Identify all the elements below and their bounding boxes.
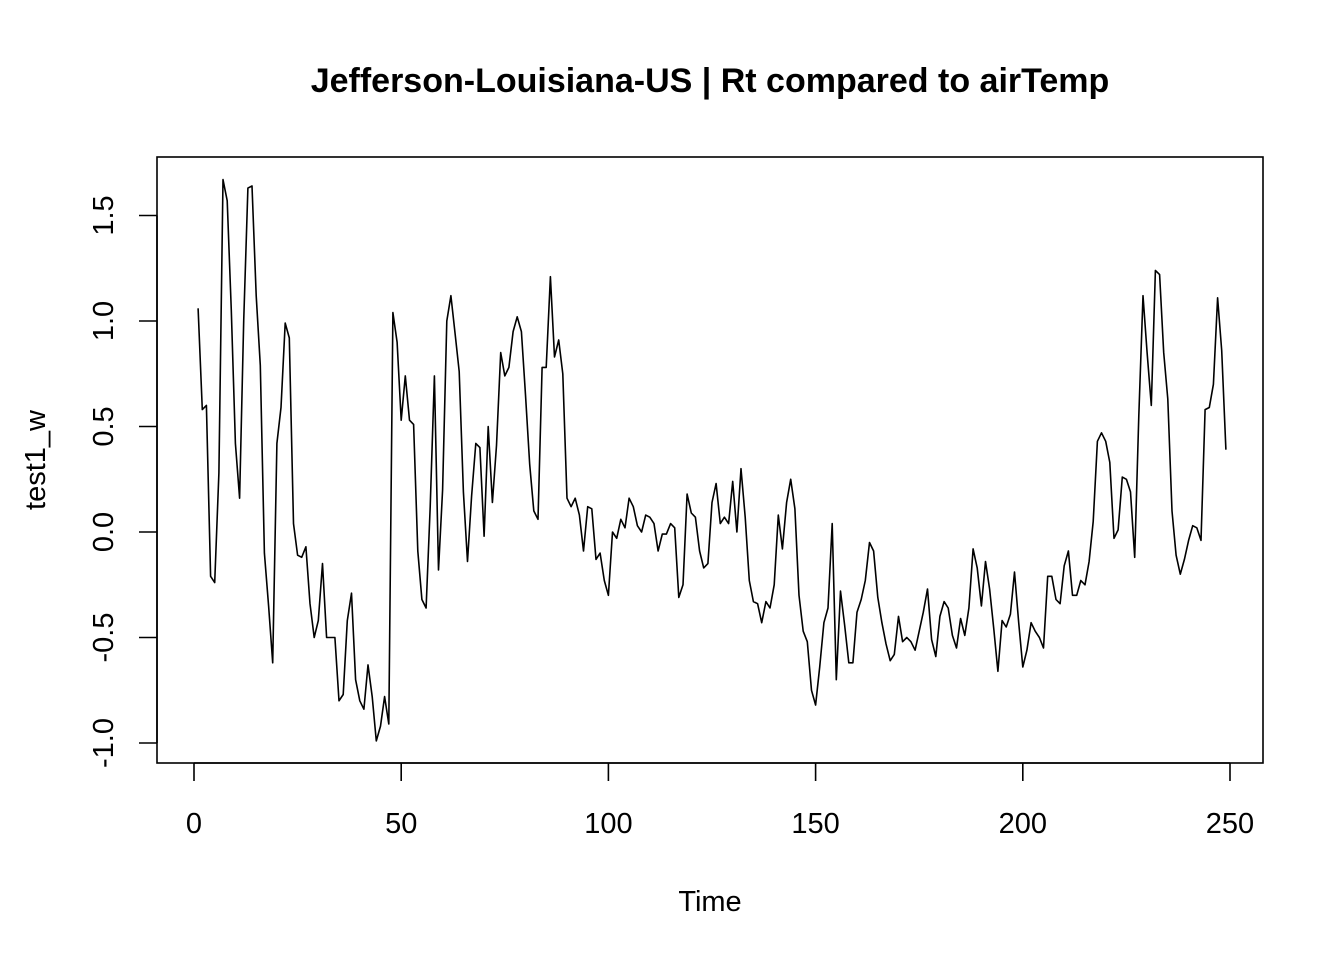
y-axis: -1.0 -0.5 0.0 0.5 1.0 1.5 xyxy=(88,195,158,768)
y-tick-label: -1.0 xyxy=(88,718,120,768)
y-tick-label: 1.0 xyxy=(88,301,120,341)
chart-title: Jefferson-Louisiana-US | Rt compared to … xyxy=(311,62,1110,100)
series-line-test1-w xyxy=(197,178,1227,742)
x-tick-label: 250 xyxy=(1206,808,1254,840)
x-axis: 0 50 100 150 200 250 xyxy=(186,762,1254,840)
x-tick-label: 100 xyxy=(584,808,632,840)
x-tick-label: 0 xyxy=(186,808,202,840)
x-tick-label: 50 xyxy=(385,808,417,840)
y-tick-label: 0.5 xyxy=(88,406,120,446)
y-tick-label: -0.5 xyxy=(88,613,120,663)
y-axis-label: test1_w xyxy=(20,409,52,510)
x-axis-label: Time xyxy=(678,886,741,918)
x-tick-label: 200 xyxy=(999,808,1047,840)
y-tick-label: 1.5 xyxy=(88,195,120,235)
x-tick-label: 150 xyxy=(791,808,839,840)
y-tick-label: 0.0 xyxy=(88,512,120,552)
